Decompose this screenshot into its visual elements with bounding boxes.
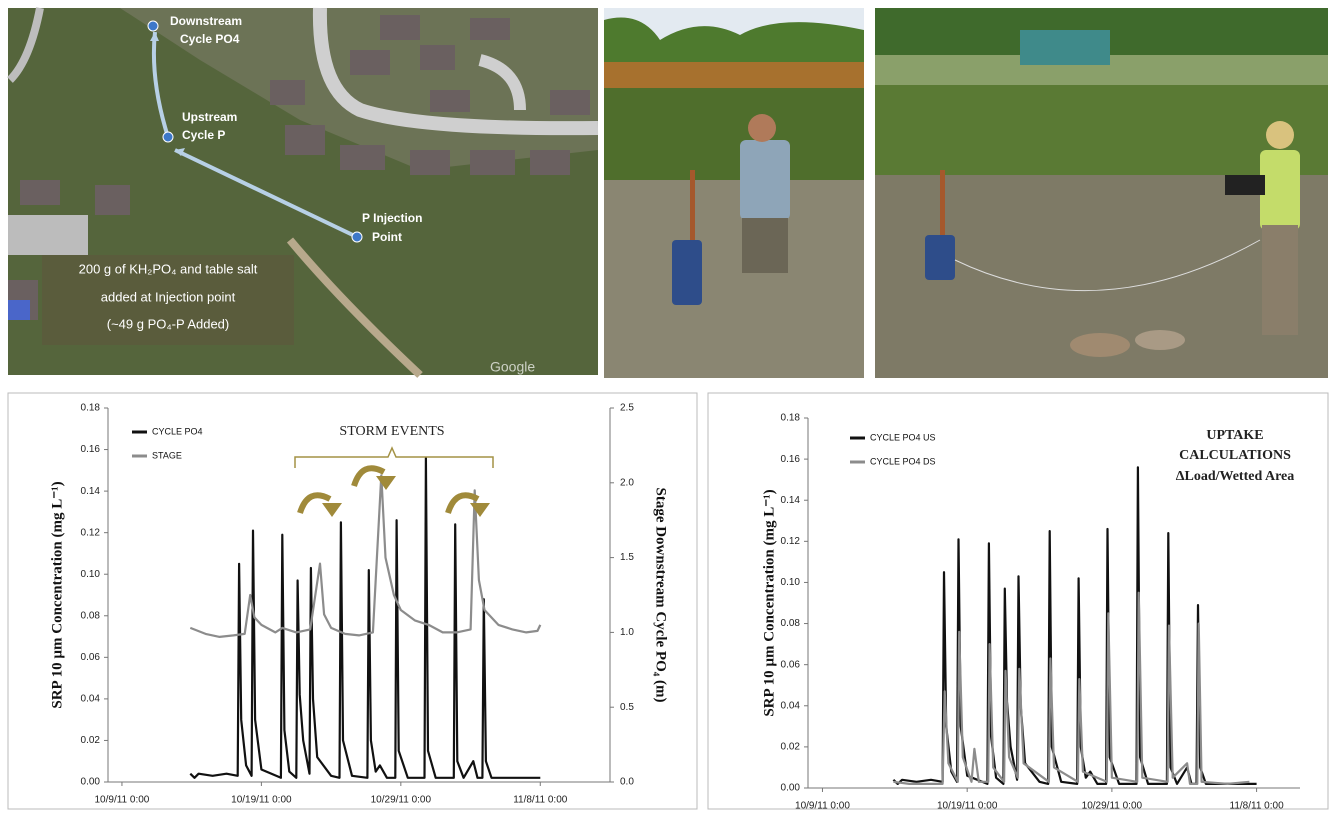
map-note: added at Injection point (101, 289, 236, 304)
y-axis-title: SRP 10 µm Concentration (mg L⁻¹) (761, 489, 777, 716)
legend-label: CYCLE PO4 US (870, 432, 936, 442)
y-tick-label: 0.12 (781, 536, 801, 547)
y2-tick-label: 1.5 (620, 552, 634, 563)
y-tick-label: 0.06 (81, 652, 101, 663)
y-tick-label: 0.04 (781, 700, 801, 711)
chart-frame (8, 393, 697, 809)
y-tick-label: 0.14 (81, 486, 101, 497)
x-tick-label: 10/9/11 0:00 (95, 795, 150, 806)
x-tick-label: 10/29/11 0:00 (1082, 801, 1143, 810)
map-label: P Injection (362, 211, 422, 225)
x-tick-label: 10/19/11 0:00 (937, 801, 998, 810)
annotation: CALCULATIONS (1179, 448, 1291, 463)
y-axis-title: SRP 10 µm Concentration (mg L⁻¹) (49, 481, 65, 708)
aerial-photo: Downstream Cycle PO4 Upstream Cycle P P … (8, 8, 598, 375)
annotation: ΔLoad/Wetted Area (1176, 469, 1295, 484)
annotation: STORM EVENTS (339, 424, 444, 439)
y2-tick-label: 0.0 (620, 777, 634, 788)
x-tick-label: 10/9/11 0:00 (795, 801, 850, 810)
storm-arrowhead (322, 503, 342, 517)
y-tick-label: 0.18 (781, 413, 801, 424)
y-tick-label: 0.08 (81, 610, 101, 621)
x-tick-label: 11/8/11 0:00 (513, 795, 568, 806)
map-label: Upstream (182, 110, 237, 124)
y-tick-label: 0.02 (781, 742, 801, 753)
figure: Downstream Cycle PO4 Upstream Cycle P P … (0, 0, 1330, 810)
y-tick-label: 0.00 (781, 783, 801, 794)
y-tick-label: 0.10 (81, 569, 101, 580)
y-tick-label: 0.04 (81, 694, 101, 705)
y-tick-label: 0.10 (781, 577, 801, 588)
y-tick-label: 0.08 (781, 618, 801, 629)
bracket (295, 448, 493, 468)
y-tick-label: 0.02 (81, 735, 101, 746)
watermark: Google (490, 359, 535, 375)
y-tick-label: 0.06 (781, 659, 801, 670)
y2-axis-title: Stage Downstream Cycle PO₄ (m) (653, 487, 669, 702)
annotation: UPTAKE (1206, 428, 1263, 443)
map-note: (~49 g PO₄-P Added) (107, 316, 230, 331)
y-tick-label: 0.00 (81, 777, 101, 788)
x-tick-label: 10/19/11 0:00 (231, 795, 292, 806)
y2-tick-label: 2.0 (620, 477, 634, 488)
x-tick-label: 10/29/11 0:00 (371, 795, 432, 806)
legend-label: CYCLE PO4 (152, 426, 203, 436)
map-label: Cycle P (182, 128, 225, 142)
storm-arrowhead (376, 476, 396, 490)
page: {"aerial_map": { "points": [["Downstream… (0, 0, 1330, 810)
y2-tick-label: 1.0 (620, 627, 634, 638)
y2-tick-label: 2.5 (620, 403, 634, 414)
photo-stream-man (604, 8, 864, 378)
photo-stream-woman (875, 8, 1328, 378)
x-tick-label: 11/8/11 0:00 (1230, 801, 1285, 810)
y-tick-label: 0.16 (81, 444, 101, 455)
legend-label: STAGE (152, 450, 182, 460)
map-note: 200 g of KH₂PO₄ and table salt (79, 261, 258, 276)
y-tick-label: 0.14 (781, 495, 801, 506)
map-label: Point (372, 230, 402, 244)
y-tick-label: 0.16 (781, 454, 801, 465)
map-label: Downstream (170, 14, 242, 28)
y-tick-label: 0.12 (81, 527, 101, 538)
map-label: Cycle PO4 (180, 32, 240, 46)
series-line (190, 475, 540, 637)
y-tick-label: 0.18 (81, 403, 101, 414)
legend-label: CYCLE PO4 DS (870, 456, 936, 466)
y2-tick-label: 0.5 (620, 702, 634, 713)
